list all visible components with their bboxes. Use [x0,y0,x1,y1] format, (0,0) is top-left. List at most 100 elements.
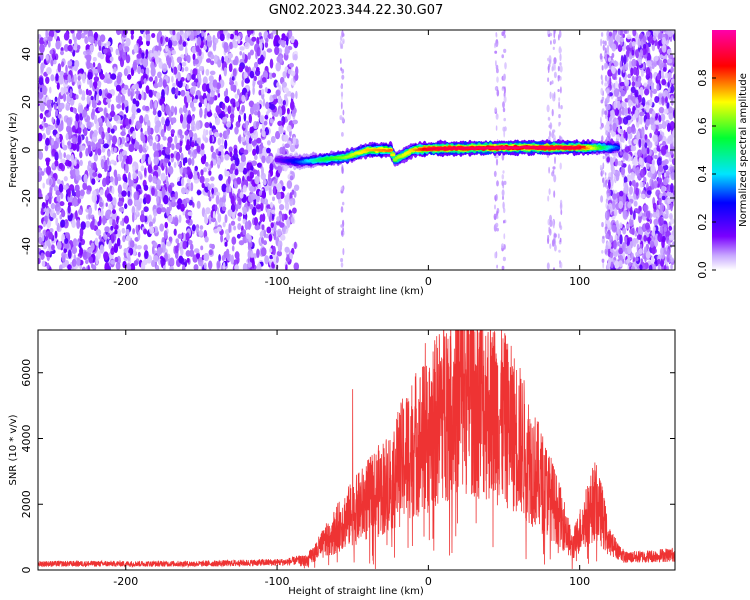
spectrogram-speckle [221,136,224,145]
spectrogram-speckle [61,209,66,218]
spectrogram-speckle [63,44,69,52]
spectrogram-speckle [266,147,271,154]
spectrogram-speckle [97,117,103,123]
spectrogram-speckle [214,38,219,44]
spectrogram-speckle [277,165,282,174]
spectrogram-speckle [247,52,251,60]
spectrogram-speckle [223,42,229,51]
spectrogram-speckle [113,147,118,153]
spectrogram-speckle [125,37,131,47]
spectrogram-speckle [252,81,255,88]
spectrogram-speckle [261,166,264,176]
spectrogram-speckle [185,166,191,175]
spectrogram-speckle [188,199,193,206]
spectrogram-speckle [110,135,113,141]
spectrogram-speckle [132,228,136,235]
spectrogram-speckle [202,76,208,86]
spectrogram-speckle [238,114,241,123]
spectrogram-speckle [80,221,86,230]
spectrogram-speckle [76,257,81,266]
spectrogram-speckle [60,47,64,52]
spectrogram-speckle [171,143,175,151]
spectrogram-speckle [132,212,135,223]
spectrogram-speckle [41,260,46,267]
spectrogram-speckle [265,155,271,164]
spectrogram-speckle [52,140,59,150]
spectrogram-speckle [85,49,92,55]
spectrogram-speckle [217,213,222,223]
spectrogram-speckle [75,210,78,219]
spectrogram-speckle [38,132,43,142]
spectrogram-speckle [277,240,281,251]
spectrogram-speckle [255,145,260,155]
spectrogram-speckle [172,30,176,36]
spectrogram-speckle [174,191,178,200]
spectrogram-speckle [123,84,129,90]
spectrogram-speckle [184,66,189,72]
spectrogram-speckle [254,61,259,69]
spectrogram-speckle [271,209,275,215]
spectrogram-speckle [117,176,122,181]
spectrogram-speckle [181,232,184,240]
spectrogram-speckle [184,157,188,164]
spectrogram-speckle [56,222,60,232]
spectrogram-speckle [39,102,45,112]
spectrogram-speckle [182,210,186,216]
spectrogram-speckle [223,67,227,77]
spectrogram-speckle [49,178,52,186]
spectrogram-speckle [216,149,219,156]
spectrogram-speckle [198,230,204,237]
spectrogram-speckle [175,238,179,244]
spectrogram-speckle [143,244,148,251]
spectrogram-speckle [259,214,263,223]
spectrogram-speckle [232,59,238,66]
spectrogram-speckle [269,163,274,172]
spectrogram-speckle [87,90,92,96]
spectrogram-speckle [54,230,58,239]
spectrogram-speckle [191,73,196,80]
spectrogram-speckle [56,179,61,185]
spectrogram-speckle [162,79,167,89]
spectrogram-speckle [290,216,295,224]
spectrogram-speckle [275,89,281,97]
spectrogram-speckle [242,52,246,61]
spectrogram-speckle [258,32,262,37]
spectrogram-speckle [168,161,171,167]
spectrogram-speckle [234,168,239,176]
spectrogram-speckle [293,41,299,46]
spectrogram-speckle [54,160,59,167]
spectrogram-speckle [193,248,200,253]
spectrogram-speckle [55,73,59,82]
spectrogram-speckle [281,81,287,88]
spectrogram-speckle [204,178,210,183]
spectrogram-speckle [173,217,179,227]
spectrogram-speckle [128,172,131,182]
spectrogram-speckle [87,164,90,172]
spectrogram-speckle [217,59,222,68]
spectrogram-speckle [245,92,248,102]
spectrogram-speckle [67,74,72,83]
spectrogram-speckle [209,122,213,129]
spectrogram-speckle [201,83,208,92]
spectrogram-speckle [279,204,285,211]
spectrogram-speckle [641,97,646,107]
spectrogram-speckle [60,219,66,228]
spectrogram-speckle [127,264,132,270]
spectrogram-speckle [182,264,186,270]
spectrogram-speckle [142,58,149,68]
spectrogram-speckle [203,92,207,99]
spectrogram-speckle [63,176,68,182]
spectrogram-speckle [177,79,183,88]
spectrogram-speckle [262,146,268,156]
spectrogram-speckle [98,234,102,240]
spectrogram-speckle [46,67,52,75]
spectrogram-speckle [236,177,242,185]
spectrogram-speckle [186,258,190,263]
spectrogram-speckle [188,149,191,155]
spectrogram-speckle [165,104,171,115]
spectrogram-speckle [259,114,265,124]
spectrogram-speckle [233,148,238,156]
spectrogram-speckle [195,227,199,234]
spectrogram-speckle [239,147,245,153]
spectrogram-speckle [162,264,166,270]
